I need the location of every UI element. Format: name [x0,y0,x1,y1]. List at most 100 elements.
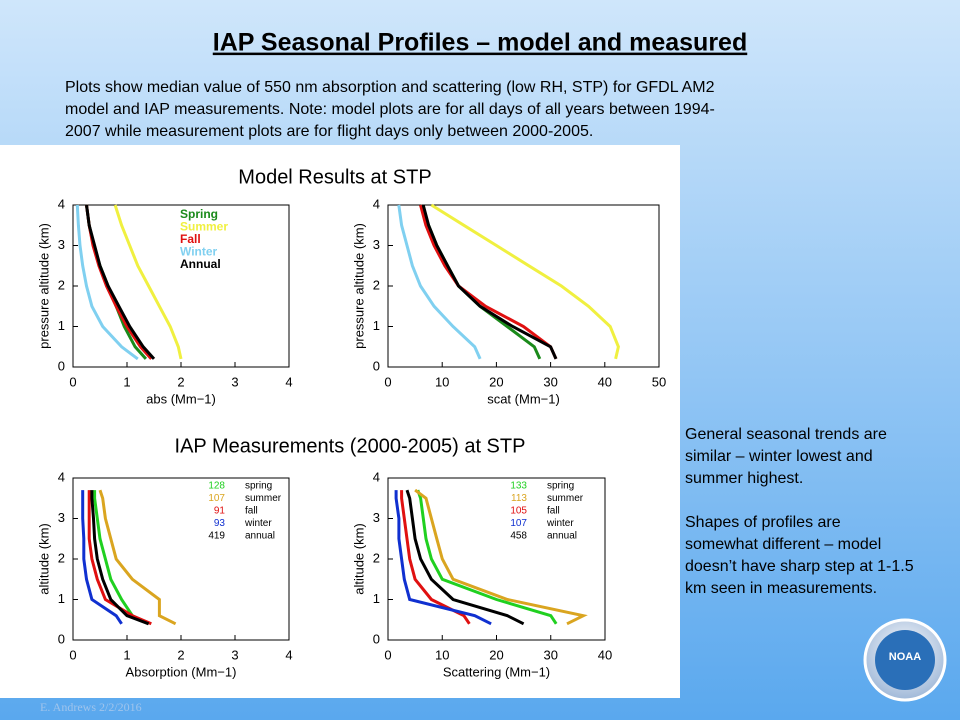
profile-line [430,203,620,360]
intro-line: Plots show median value of 550 nm absorp… [65,79,715,96]
profile-line [93,490,150,626]
x-tick-label: 50 [652,374,666,389]
section-title: Model Results at STP [238,166,431,188]
logo-inner [875,630,935,690]
y-tick-label: 2 [58,550,65,565]
note-line: somewhat different – model [685,536,881,553]
y-tick-label: 2 [373,277,380,292]
legend-count: 128 [208,481,225,492]
profile-line [397,204,482,360]
x-axis-label: Absorption (Mm−1) [126,664,237,679]
y-axis-label: pressure altitude (km) [351,223,366,349]
y-tick-label: 1 [373,591,380,606]
y-tick-label: 3 [58,237,65,252]
x-tick-label: 20 [489,647,503,662]
y-tick-label: 0 [58,631,65,646]
x-tick-label: 20 [489,374,503,389]
x-tick-label: 40 [598,374,612,389]
profile-line [85,204,156,360]
x-tick-label: 4 [285,647,292,662]
legend-count: 91 [214,506,226,517]
y-tick-label: 0 [58,358,65,373]
profile-line [405,489,525,626]
x-axis-label: Scattering (Mm−1) [443,664,550,679]
x-tick-label: 1 [123,374,130,389]
legend-count: 107 [510,518,527,529]
legend-label: Spring [180,207,218,221]
legend-count: 107 [208,493,225,504]
y-tick-label: 4 [58,196,65,211]
legend-count: 419 [208,531,225,542]
y-tick-label: 1 [58,591,65,606]
footer: E. Andrews 2/2/2016 [40,700,142,714]
note-line: General seasonal trends are [685,426,887,443]
legend-label: summer [245,493,282,504]
legend-label: winter [244,518,272,529]
profile-line [90,490,150,626]
profile-line [98,489,177,626]
x-tick-label: 3 [231,374,238,389]
y-tick-label: 4 [373,469,380,484]
x-axis-label: abs (Mm−1) [146,391,216,406]
x-tick-label: 0 [69,647,76,662]
legend-count: 105 [510,506,527,517]
x-tick-label: 2 [177,374,184,389]
y-tick-label: 0 [373,631,380,646]
legend-count: 133 [510,481,527,492]
x-tick-label: 4 [285,374,292,389]
y-tick-label: 2 [58,277,65,292]
y-tick-label: 1 [58,318,65,333]
intro-line: 2007 while measurement plots are for fli… [65,123,593,140]
legend-label: spring [245,481,272,492]
legend-label: annual [245,531,275,542]
y-tick-label: 0 [373,358,380,373]
y-tick-label: 3 [373,237,380,252]
legend-label: Summer [180,220,228,234]
profile-line [81,490,123,625]
legend-label: Winter [180,245,218,259]
legend-count: 113 [511,493,527,504]
note-line: doesn’t have sharp step at 1-1.5 [685,558,914,575]
legend-label: Fall [180,232,201,246]
logo-text: NOAA [889,651,921,663]
x-tick-label: 0 [384,647,391,662]
note-line: Shapes of profiles are [685,514,841,531]
legend-label: winter [546,518,574,529]
x-tick-label: 40 [598,647,612,662]
x-tick-label: 10 [435,374,449,389]
legend-label: fall [245,506,258,517]
profile-line [416,489,558,625]
y-axis-label: altitude (km) [351,523,366,595]
y-tick-label: 2 [373,550,380,565]
profile-line [414,488,588,626]
y-axis-label: altitude (km) [36,523,51,595]
y-tick-label: 3 [373,510,380,525]
y-tick-label: 1 [373,318,380,333]
x-tick-label: 0 [384,374,391,389]
y-tick-label: 4 [373,196,380,211]
profile-line [113,204,183,360]
section-title: IAP Measurements (2000-2005) at STP [175,435,526,457]
x-tick-label: 10 [435,647,449,662]
legend-count: 93 [214,518,226,529]
note-line: km seen in measurements. [685,580,877,597]
x-tick-label: 3 [231,647,238,662]
intro-line: model and IAP measurements. Note: model … [65,101,715,118]
legend-label: fall [547,506,560,517]
x-tick-label: 1 [123,647,130,662]
note-line: similar – winter lowest and [685,448,873,465]
y-axis-label: pressure altitude (km) [36,223,51,349]
profile-line [394,490,492,626]
profile-line [421,204,558,360]
legend-label: summer [547,493,584,504]
slide-title: IAP Seasonal Profiles – model and measur… [213,29,747,57]
x-tick-label: 2 [177,647,184,662]
x-tick-label: 30 [544,647,558,662]
legend-count: 458 [510,531,527,542]
x-tick-label: 0 [69,374,76,389]
x-tick-label: 30 [543,374,557,389]
legend-label: spring [547,481,574,492]
note-line: summer highest. [685,470,803,487]
legend-label: Annual [180,257,221,271]
